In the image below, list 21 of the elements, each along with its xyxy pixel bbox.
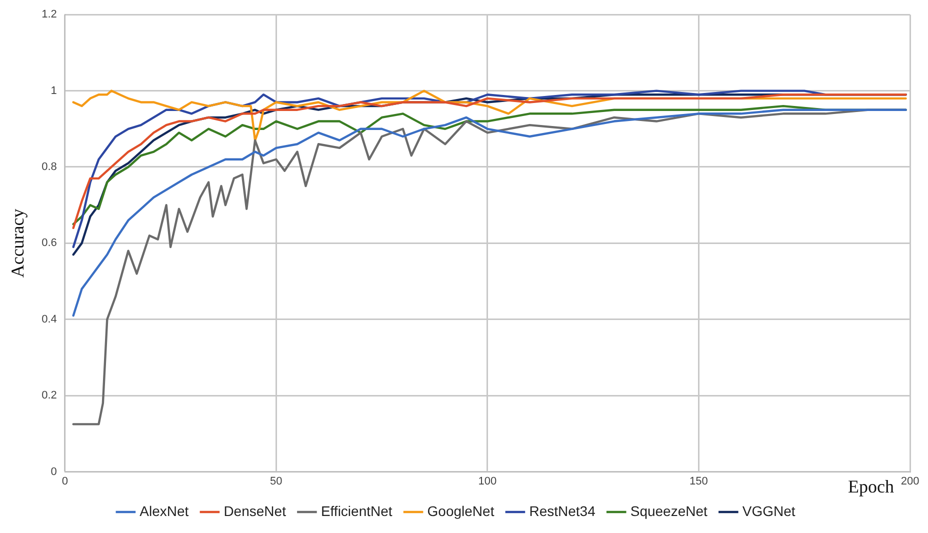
y-tick-label: 0.2 — [42, 390, 57, 402]
legend-label: AlexNet — [140, 502, 189, 519]
y-tick-label: 0 — [50, 466, 57, 478]
x-tick-label: 150 — [690, 475, 708, 488]
y-tick-label: 0.8 — [42, 161, 57, 174]
x-tick-label: 200 — [900, 475, 920, 488]
x-tick-label: 100 — [478, 475, 497, 488]
y-tick-label: 1 — [50, 84, 57, 97]
legend-label: EfficientNet — [320, 502, 392, 519]
x-tick-label: 50 — [270, 475, 282, 488]
legend-label: VGGNet — [742, 502, 796, 519]
legend-label: GoogleNet — [427, 502, 494, 519]
y-tick-label: 0.6 — [42, 237, 57, 250]
legend-label: DenseNet — [224, 502, 286, 519]
y-tick-label: 0.4 — [42, 313, 57, 326]
y-tick-label: 1.2 — [42, 8, 57, 21]
y-axis-title: Accuracy — [8, 208, 28, 278]
x-tick-label: 0 — [62, 475, 68, 488]
legend-label: RestNet34 — [529, 502, 596, 519]
x-axis-title: Epoch — [848, 476, 894, 497]
legend-label: SqueezeNet — [630, 502, 708, 519]
